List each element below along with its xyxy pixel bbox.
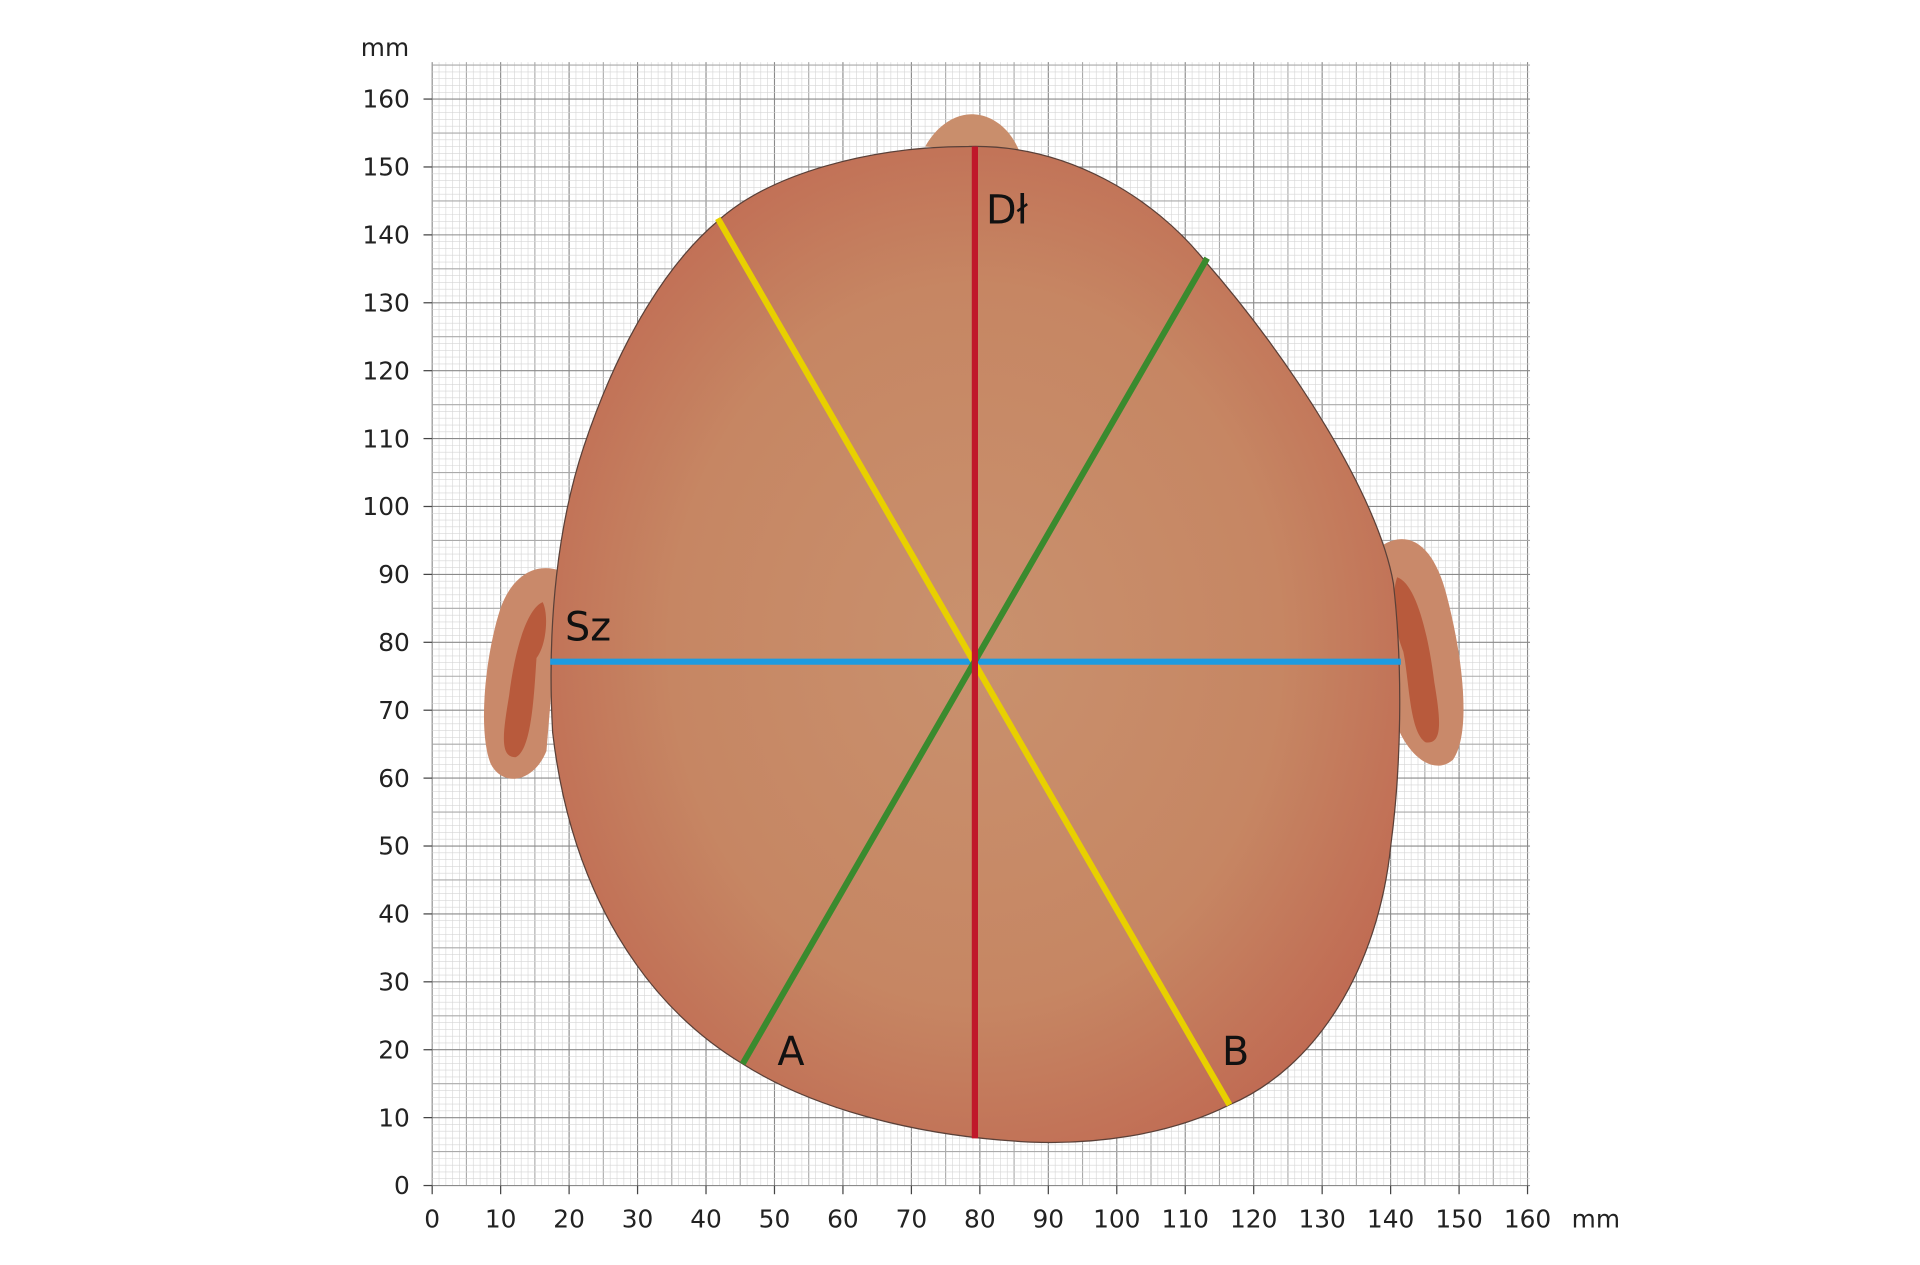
right-ear-inner — [1393, 577, 1440, 743]
diagonal-b-label: B — [1222, 1029, 1249, 1075]
y-unit: mm — [361, 33, 409, 62]
y-tick-label: 120 — [362, 356, 409, 385]
head: Dł Sz A B — [483, 114, 1464, 1144]
x-tick-label: 50 — [759, 1205, 791, 1234]
diagonal-a-label: A — [777, 1029, 804, 1075]
left-ear-inner — [503, 602, 547, 758]
y-tick-label: 10 — [378, 1103, 410, 1132]
x-tick-label: 30 — [622, 1205, 654, 1234]
y-tick-label: 90 — [378, 560, 410, 589]
x-tick-label: 100 — [1093, 1205, 1140, 1234]
y-tick-label: 70 — [378, 696, 410, 725]
x-tick-label: 40 — [690, 1205, 722, 1234]
y-tick-label: 40 — [378, 900, 410, 929]
y-tick-label: 80 — [378, 628, 410, 657]
y-tick-label: 160 — [362, 85, 409, 114]
length-label: Dł — [986, 187, 1029, 233]
nose — [925, 114, 1021, 156]
axes: mm mm 0 10 20 30 40 50 60 70 80 90 100 110 120 130 140… — [361, 33, 1620, 1234]
x-tick-label: 80 — [964, 1205, 996, 1234]
x-unit: mm — [1572, 1205, 1620, 1234]
y-tick-label: 130 — [362, 288, 409, 317]
x-tick-label: 20 — [553, 1205, 585, 1234]
x-tick-label: 140 — [1367, 1205, 1414, 1234]
x-tick-label: 110 — [1162, 1205, 1209, 1234]
y-tick-label: 140 — [362, 221, 409, 250]
x-tick-label: 130 — [1298, 1205, 1345, 1234]
x-tick-label: 10 — [485, 1205, 517, 1234]
x-tick-label: 70 — [896, 1205, 928, 1234]
x-tick-label: 160 — [1504, 1205, 1551, 1234]
width-label: Sz — [565, 605, 611, 651]
x-tick-label: 120 — [1230, 1205, 1277, 1234]
y-tick-label: 150 — [362, 153, 409, 182]
scene: Dł Sz A B mm mm 0 10 20 30 40 50 60 70 80 90 100 11… — [361, 33, 1620, 1234]
x-tick-label: 0 — [424, 1205, 440, 1234]
y-tick-label: 100 — [362, 492, 409, 521]
y-tick-label: 110 — [362, 424, 409, 453]
x-tick-label: 150 — [1435, 1205, 1482, 1234]
y-tick-label: 30 — [378, 968, 410, 997]
y-tick-label: 60 — [378, 764, 410, 793]
y-tick-label: 50 — [378, 832, 410, 861]
x-tick-label: 60 — [827, 1205, 859, 1234]
y-tick-label: 20 — [378, 1035, 410, 1064]
y-tick-label: 0 — [394, 1171, 410, 1200]
x-tick-label: 90 — [1033, 1205, 1065, 1234]
